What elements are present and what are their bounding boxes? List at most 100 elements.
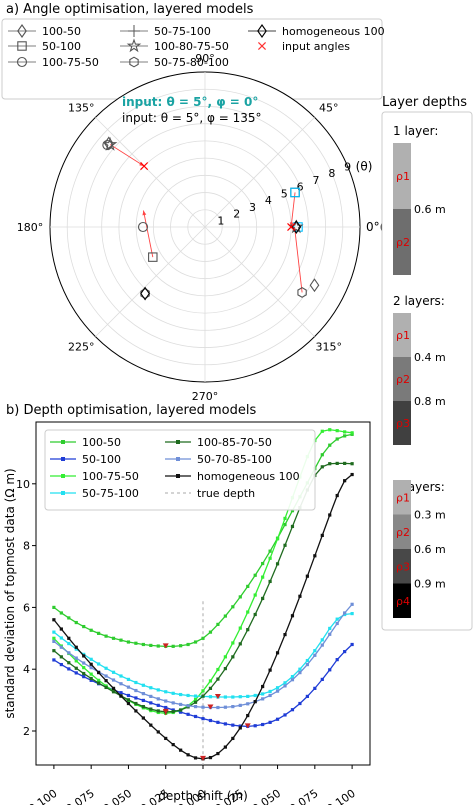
point-0-1: [59, 611, 63, 615]
legend-label-7: input angles: [282, 40, 350, 53]
legend-label-2: 100-75-50: [42, 56, 99, 69]
point-0-4: [82, 624, 86, 629]
point-3-29: [268, 689, 272, 694]
point-1-11: [134, 696, 138, 700]
point-4-16: [171, 709, 175, 714]
point-0-3: [74, 620, 78, 625]
point-6-33: [298, 594, 302, 598]
point-6-11: [134, 709, 138, 713]
layer-block-2-3: [393, 583, 411, 618]
point-5-13: [149, 694, 153, 698]
point-6-30: [275, 651, 280, 655]
point-2-24: [231, 641, 235, 645]
point-5-15: [164, 699, 168, 703]
point-1-13: [149, 701, 153, 705]
polar-point-5-1: [297, 287, 307, 298]
point-5-10: [126, 685, 131, 689]
point-2-27: [253, 593, 257, 597]
point-4-30: [275, 562, 280, 566]
point-0-5: [89, 628, 93, 632]
point-1-12: [141, 698, 145, 703]
legend-marker-7: [257, 41, 267, 51]
point-1-28: [261, 722, 265, 727]
point-3-17: [179, 692, 183, 697]
point-2-37: [328, 428, 332, 432]
legend-text-2: 100-75-50: [82, 470, 139, 483]
legend-swatch-4: [176, 440, 180, 444]
point-4-19: [193, 700, 198, 704]
point-5-25: [238, 703, 242, 707]
point-2-6: [97, 678, 101, 682]
point-3-0: [52, 630, 56, 634]
point-6-34: [305, 574, 309, 578]
legend-text-true-depth: true depth: [197, 487, 255, 500]
start-arrow-1: [290, 192, 296, 228]
point-2-5: [89, 672, 93, 676]
point-3-28: [261, 692, 265, 696]
point-1-39: [343, 649, 347, 654]
depth-label-1-0: 0.4 m: [414, 351, 446, 364]
depth-label-2-2: 0.9 m: [414, 578, 446, 591]
depth-label-2-0: 0.3 m: [414, 509, 446, 522]
point-4-25: [238, 642, 242, 646]
point-1-23: [223, 722, 227, 726]
legend-label-0: 100-50: [42, 25, 81, 38]
point-5-20: [201, 705, 205, 709]
point-2-3: [74, 659, 78, 663]
polar-grid-spoke: [95, 226, 206, 337]
point-6-14: [156, 730, 160, 734]
series-minimum-6: [200, 755, 206, 761]
point-4-6: [97, 681, 101, 685]
layer-block-2-2: [393, 549, 411, 584]
radial-tick-label: 7: [312, 174, 319, 187]
point-0-26: [246, 584, 250, 588]
point-3-40: [350, 611, 354, 616]
angle-tick-label: 90°: [195, 52, 215, 65]
depth-label-1-1: 0.8 m: [414, 395, 446, 408]
point-0-32: [290, 509, 295, 513]
legend-swatch-6: [176, 474, 180, 478]
point-6-7: [104, 679, 108, 683]
point-0-22: [216, 622, 220, 627]
legend-marker-4: [126, 38, 142, 53]
point-6-26: [246, 713, 250, 718]
point-5-36: [320, 643, 324, 647]
point-3-19: [193, 694, 198, 698]
point-2-21: [208, 679, 213, 683]
layer-block-1-2: [393, 401, 411, 445]
point-6-2: [67, 636, 71, 640]
point-0-29: [268, 549, 272, 553]
point-6-35: [313, 554, 317, 558]
depth-label-0-0: 0.6 m: [414, 203, 446, 216]
point-4-36: [320, 465, 324, 469]
point-0-24: [231, 605, 235, 609]
point-0-31: [283, 522, 287, 527]
point-1-38: [335, 658, 339, 662]
point-2-4: [82, 666, 86, 670]
point-6-32: [290, 614, 295, 618]
y-tick-label: 4: [23, 663, 30, 676]
point-4-32: [290, 524, 295, 529]
point-5-7: [104, 674, 108, 678]
point-0-7: [104, 634, 108, 638]
legend-text-5: 50-70-85-100: [197, 453, 272, 466]
line-legend-box: [44, 429, 316, 511]
point-5-8: [111, 678, 116, 682]
point-5-3: [74, 656, 78, 660]
legend-marker-3: [128, 25, 140, 37]
point-6-9: [119, 694, 123, 698]
polar-point-4-1: [288, 219, 304, 234]
layer-block-1-1: [393, 357, 411, 401]
legend-swatch-3: [61, 491, 65, 495]
point-0-37: [328, 443, 332, 447]
point-3-5: [89, 657, 93, 661]
point-4-5: [89, 676, 93, 681]
series-minimum-0: [162, 643, 169, 649]
radial-tick-label: 4: [265, 194, 272, 207]
point-1-29: [268, 720, 272, 724]
point-6-10: [126, 701, 131, 706]
legend-text-6: homogeneous 100: [197, 470, 300, 483]
point-4-7: [104, 685, 108, 690]
point-3-10: [126, 677, 131, 682]
